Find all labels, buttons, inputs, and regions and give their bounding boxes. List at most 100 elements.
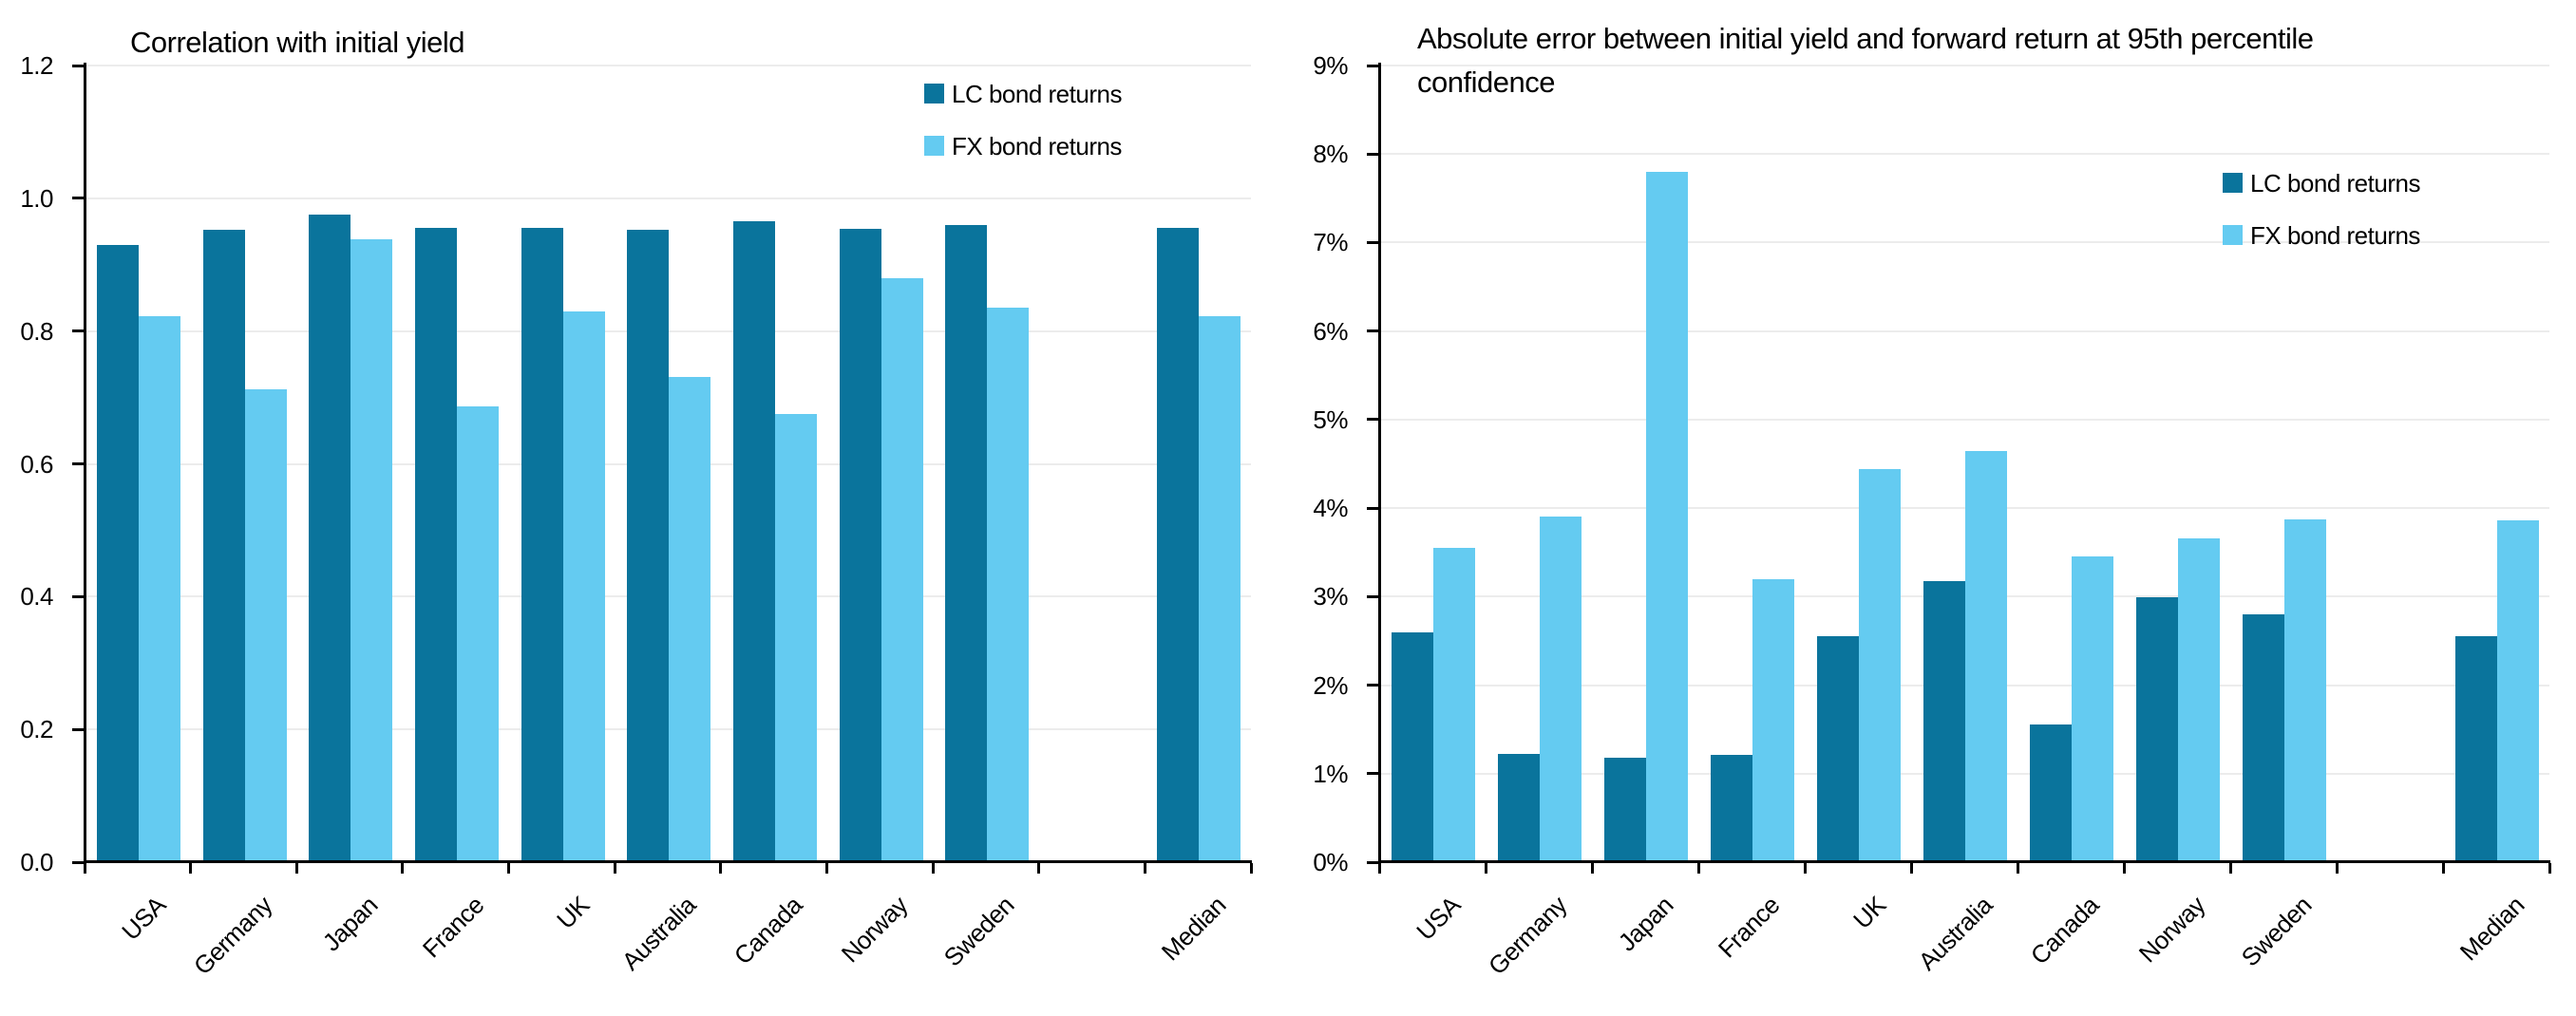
bar-fx-sweden: [987, 308, 1030, 861]
chart-title-line: confidence: [1417, 66, 1555, 99]
x-category-label-japan: Japan: [1612, 891, 1679, 957]
chart-title: Absolute error between initial yield and…: [1417, 17, 2314, 104]
legend-label-lc: LC bond returns: [2250, 169, 2420, 198]
x-axis-tick: [2122, 863, 2126, 874]
y-axis-tick: [72, 860, 85, 864]
gridline: [85, 197, 1251, 199]
bar-lc-median: [1157, 227, 1200, 861]
x-axis-tick: [825, 863, 828, 874]
bar-fx-france: [456, 405, 499, 861]
x-axis-tick: [1696, 863, 1700, 874]
y-axis-tick: [72, 462, 85, 465]
x-axis-tick: [1909, 863, 1913, 874]
y-tick-label: 0.2: [20, 715, 53, 744]
x-category-label-norway: Norway: [2132, 891, 2211, 969]
y-tick-label: 4%: [1313, 494, 1348, 523]
y-tick-label: 0%: [1313, 848, 1348, 876]
bar-fx-canada: [774, 414, 817, 861]
bar-fx-japan: [1646, 171, 1688, 861]
bar-fx-median: [2497, 520, 2539, 861]
y-axis-tick: [1367, 594, 1379, 598]
x-axis-tick: [1037, 863, 1041, 874]
y-tick-label: 1%: [1313, 759, 1348, 788]
y-axis-tick: [1367, 240, 1379, 244]
x-category-label-median: Median: [2453, 891, 2530, 967]
y-axis-line: [1378, 63, 1381, 862]
y-axis-tick: [1367, 152, 1379, 156]
legend-label-fx: FX bond returns: [952, 132, 1122, 160]
bar-lc-norway: [2136, 597, 2178, 861]
bar-lc-australia: [627, 229, 670, 861]
x-axis-tick: [2335, 863, 2339, 874]
gridline: [1379, 329, 2549, 332]
bar-lc-japan: [309, 214, 351, 861]
x-axis-line: [1378, 860, 2550, 863]
gridline: [85, 65, 1251, 66]
y-tick-label: 0.0: [20, 848, 53, 876]
chart-title: Correlation with initial yield: [130, 21, 465, 65]
x-axis-tick: [2016, 863, 2019, 874]
bar-fx-germany: [1540, 517, 1582, 861]
y-tick-label: 3%: [1313, 582, 1348, 611]
y-tick-label: 1.2: [20, 51, 53, 80]
bar-fx-median: [1199, 315, 1241, 861]
x-axis-tick: [507, 863, 510, 874]
chart-title-line: Absolute error between initial yield and…: [1417, 22, 2314, 55]
y-axis-tick: [72, 594, 85, 598]
y-axis-tick: [72, 197, 85, 200]
gridline: [1379, 241, 2549, 244]
bar-fx-canada: [2072, 556, 2113, 861]
x-axis-tick: [1803, 863, 1807, 874]
bar-lc-median: [2455, 636, 2497, 861]
bar-fx-australia: [669, 376, 711, 861]
bar-lc-australia: [1923, 580, 1965, 861]
y-axis-tick: [1367, 329, 1379, 333]
y-tick-label: 0.8: [20, 316, 53, 346]
x-axis-tick: [2228, 863, 2232, 874]
bar-fx-usa: [1433, 548, 1475, 861]
bar-lc-sweden: [2243, 614, 2284, 861]
legend-swatch-lc: [924, 84, 944, 103]
x-axis-tick: [1143, 863, 1146, 874]
y-axis-tick: [1367, 860, 1379, 864]
y-tick-label: 2%: [1313, 670, 1348, 700]
y-axis-tick: [1367, 64, 1379, 67]
bar-fx-norway: [881, 278, 923, 861]
legend-swatch-lc: [2223, 173, 2243, 193]
bar-lc-canada: [732, 221, 775, 861]
y-tick-label: 0.4: [20, 582, 53, 611]
gridline: [1379, 65, 2549, 66]
y-tick-label: 7%: [1313, 228, 1348, 257]
y-axis-tick: [1367, 418, 1379, 422]
x-category-label-usa: USA: [1411, 891, 1467, 946]
bar-fx-sweden: [2284, 519, 2326, 861]
bar-fx-germany: [244, 388, 287, 861]
legend-swatch-fx: [2223, 225, 2243, 245]
gridline: [1379, 153, 2549, 156]
x-axis-tick: [2548, 863, 2551, 874]
legend-label-fx: FX bond returns: [2250, 221, 2420, 250]
bar-lc-uk: [521, 227, 563, 861]
bar-lc-france: [1711, 755, 1752, 861]
x-axis-tick: [83, 863, 86, 874]
y-tick-label: 1.0: [20, 183, 53, 213]
bar-lc-germany: [1498, 754, 1540, 861]
x-axis-tick: [401, 863, 405, 874]
y-tick-label: 5%: [1313, 405, 1348, 434]
bar-lc-france: [414, 227, 457, 861]
chart-title-line: Correlation with initial yield: [130, 26, 465, 59]
bar-fx-japan: [350, 238, 393, 861]
bar-fx-norway: [2178, 537, 2220, 861]
bar-lc-canada: [2030, 724, 2072, 861]
legend-label-lc: LC bond returns: [952, 80, 1122, 108]
x-category-label-canada: Canada: [2024, 891, 2105, 970]
x-axis-tick: [613, 863, 616, 874]
y-tick-label: 0.6: [20, 449, 53, 479]
y-tick-label: 8%: [1313, 140, 1348, 169]
x-axis-tick: [189, 863, 193, 874]
y-axis-tick: [1367, 772, 1379, 776]
x-category-label-australia: Australia: [1912, 891, 1998, 976]
x-category-label-sweden: Sweden: [2235, 891, 2318, 972]
